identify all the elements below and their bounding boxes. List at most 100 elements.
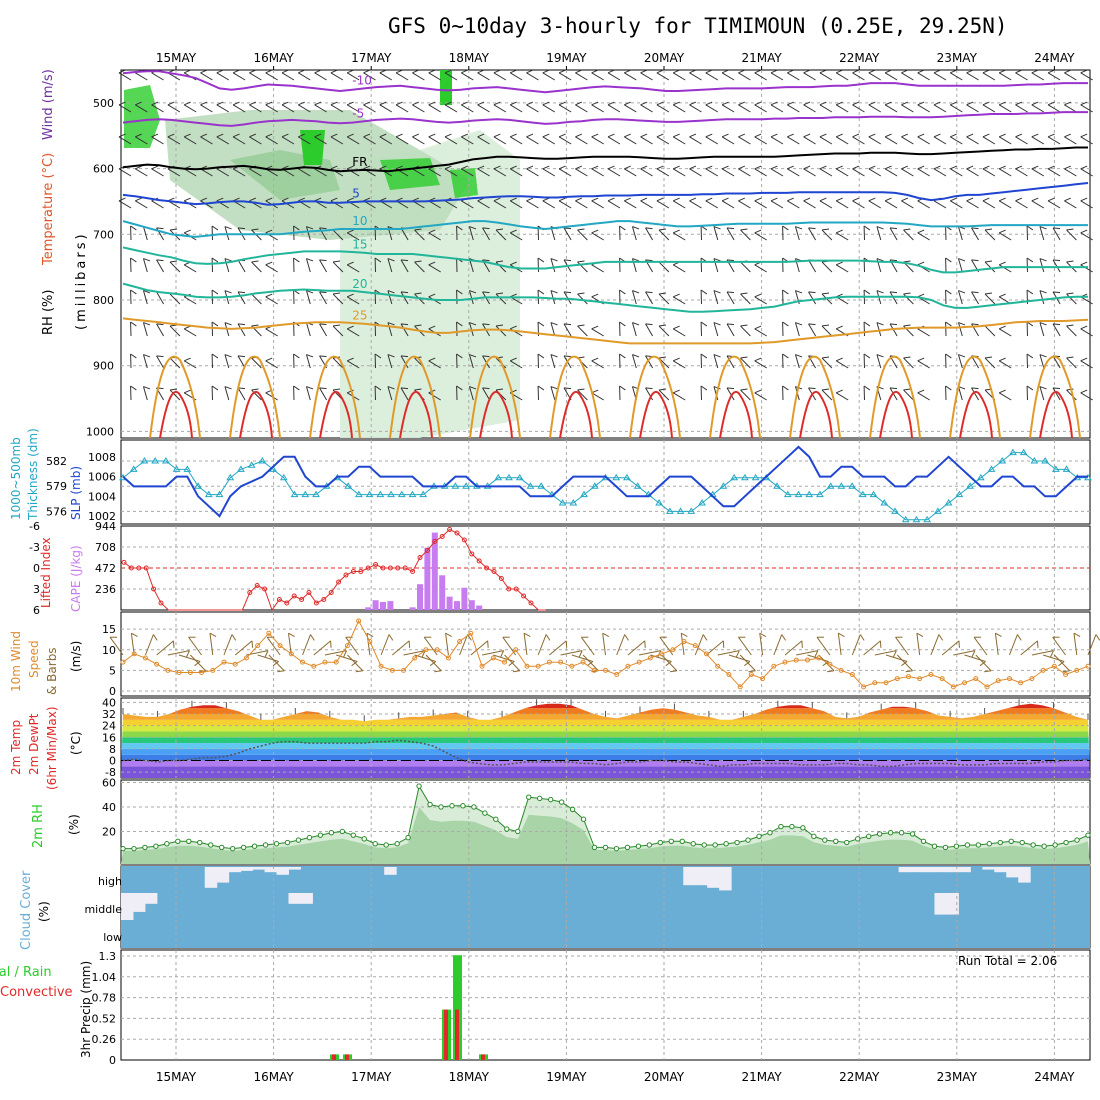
isotherm-label: 25: [352, 309, 367, 323]
wind-barb: [1039, 386, 1045, 401]
rh-marker: [526, 794, 532, 800]
rh-marker: [350, 832, 356, 838]
wind-barb-flag: [379, 165, 387, 170]
wind-barb: [400, 355, 409, 369]
wind-barb: [1066, 229, 1077, 241]
wind-barb: [169, 389, 181, 401]
wind-barb-flag: [306, 226, 314, 230]
wind-barb-flag: [577, 260, 585, 263]
wind-barb: [852, 72, 865, 81]
wind-barb: [412, 168, 425, 177]
wind-barb-flag: [151, 101, 159, 106]
wind-barb: [183, 104, 197, 113]
isotherm-line: [122, 182, 1089, 206]
wind-barb-flag: [821, 388, 830, 391]
wind-barb: [305, 354, 311, 369]
wind-barb-flag: [721, 197, 729, 202]
rh-marker: [657, 839, 664, 846]
wind-barb-flag: [143, 354, 151, 358]
li-marker: [528, 600, 534, 606]
wind-speed-marker: [1051, 663, 1057, 669]
wind-barb: [994, 633, 999, 656]
wind-barb-flag: [754, 69, 762, 74]
wind-speed-marker: [928, 672, 934, 678]
top-day-label: 20MAY: [644, 51, 685, 65]
thickness-marker: [451, 482, 460, 489]
wind-barb: [151, 104, 164, 113]
wind-barb: [265, 264, 278, 273]
cape-bar: [417, 584, 423, 610]
wind-barb-flag: [889, 291, 898, 294]
li-marker: [454, 530, 460, 536]
wind-barb: [167, 650, 190, 656]
wind-barb-flag: [1080, 325, 1088, 330]
isotherm-label: -5: [352, 106, 364, 120]
thickness-marker: [719, 482, 728, 489]
wind-barb: [330, 72, 344, 81]
wind-barb-flag: [903, 356, 911, 359]
top-day-label: 23MAY: [937, 51, 978, 65]
wind-barb-flag: [135, 165, 142, 170]
wind-barb-flag: [347, 165, 354, 170]
wind-barb-flag: [901, 165, 909, 170]
thickness-marker: [837, 482, 846, 489]
wind-barb-flag: [645, 227, 653, 230]
y-tick-label: 1002: [88, 510, 116, 523]
wind-barb-flag: [950, 197, 957, 202]
wind-barb: [591, 200, 604, 209]
wind-barb-flag: [400, 291, 409, 294]
wind-barb-flag: [591, 229, 599, 234]
wind-barb: [957, 354, 963, 369]
p4-label-c: & Barbs: [45, 647, 59, 695]
wind-barb-flag: [347, 357, 354, 362]
wind-barb: [200, 104, 213, 113]
wind-barb: [542, 168, 556, 177]
wind-speed-marker: [288, 651, 294, 657]
thickness-marker: [698, 499, 706, 506]
wind-barb-flag: [645, 291, 653, 294]
isotherm-low: [479, 390, 513, 439]
wind-barb: [794, 322, 800, 337]
wind-barb: [144, 634, 154, 656]
li-marker: [387, 565, 393, 571]
wind-barb: [957, 322, 963, 337]
li-marker: [424, 548, 430, 553]
wind-barb: [251, 293, 262, 305]
wind-barb: [412, 72, 425, 81]
wind-speed-marker: [154, 661, 160, 667]
wind-barb-flag: [754, 133, 762, 138]
wind-barb: [216, 136, 230, 145]
cloud-middle-gap: [300, 893, 313, 904]
wind-barb: [661, 654, 678, 672]
panel-precip: 00.260.520.781.041.3 Total / Rain Convec…: [0, 949, 1091, 1067]
wind-barb: [738, 200, 751, 209]
rh-marker: [438, 804, 444, 810]
wind-barb-flag: [770, 133, 778, 138]
wind-barb: [1080, 104, 1093, 113]
wind-barb: [616, 634, 626, 656]
wind-barb: [933, 72, 947, 81]
wind-barb: [558, 136, 572, 145]
wind-barb-flag: [945, 353, 952, 359]
wind-barb: [178, 654, 201, 662]
thickness-marker: [816, 490, 824, 498]
wind-barb-flag: [754, 293, 762, 298]
wind-speed-marker: [591, 667, 597, 673]
wind-barb: [169, 357, 181, 369]
wind-barb: [754, 296, 767, 305]
wind-barb: [1047, 200, 1061, 209]
wind-barb-flag: [293, 225, 300, 231]
y-tick-label: 0.78: [92, 992, 117, 1005]
wind-barb-flag: [184, 357, 191, 362]
wind-barb-flag: [428, 101, 436, 106]
wind-barb-flag: [950, 69, 957, 74]
thickness-marker: [258, 457, 267, 464]
wind-barb: [770, 104, 784, 113]
wind-barb-flag: [306, 258, 314, 262]
rh-marker: [855, 836, 861, 842]
wind-barb-flag: [395, 133, 403, 138]
top-day-label: 18MAY: [449, 51, 490, 65]
wind-barb-flag: [738, 69, 746, 74]
wind-barb-flag: [288, 632, 295, 637]
wind-barb: [1052, 259, 1061, 273]
